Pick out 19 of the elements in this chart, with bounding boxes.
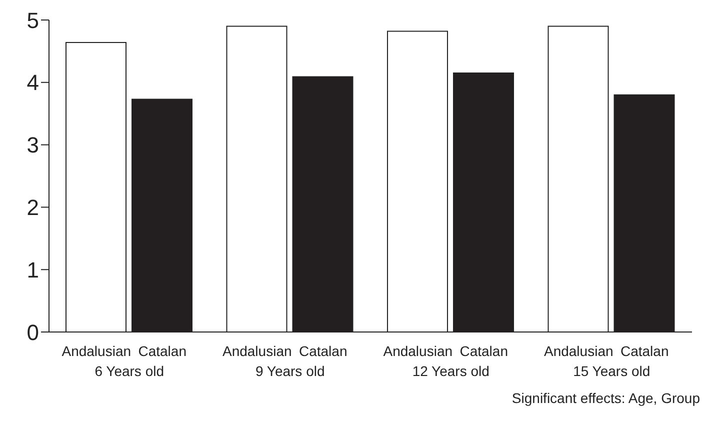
text: Andalusian [62, 343, 132, 359]
y-tick-label: 5 [26, 8, 39, 33]
x-tick-label: 15 Years old [573, 363, 650, 379]
y-tick-label: 2 [26, 195, 39, 220]
text: Significant effects: Age, Group [510, 390, 701, 406]
y-tick-label: 1 [26, 257, 39, 282]
y-tick-label: 0 [26, 320, 39, 345]
text: Andalusian [383, 343, 453, 359]
text: Catalan [298, 343, 348, 359]
text: Catalan [620, 343, 669, 359]
text: Andalusian [544, 343, 614, 359]
x-tick-label: 12 Years old [412, 363, 490, 379]
x-tick-label: 6 Years old [94, 363, 164, 379]
y-tick-label: 3 [26, 132, 39, 158]
series-label: Catalan [138, 343, 187, 359]
text: Catalan [460, 343, 508, 359]
series-label: Andalusian [222, 343, 292, 359]
y-tick-label: 4 [26, 70, 39, 96]
x-tick-label: 9 Years old [255, 363, 325, 379]
